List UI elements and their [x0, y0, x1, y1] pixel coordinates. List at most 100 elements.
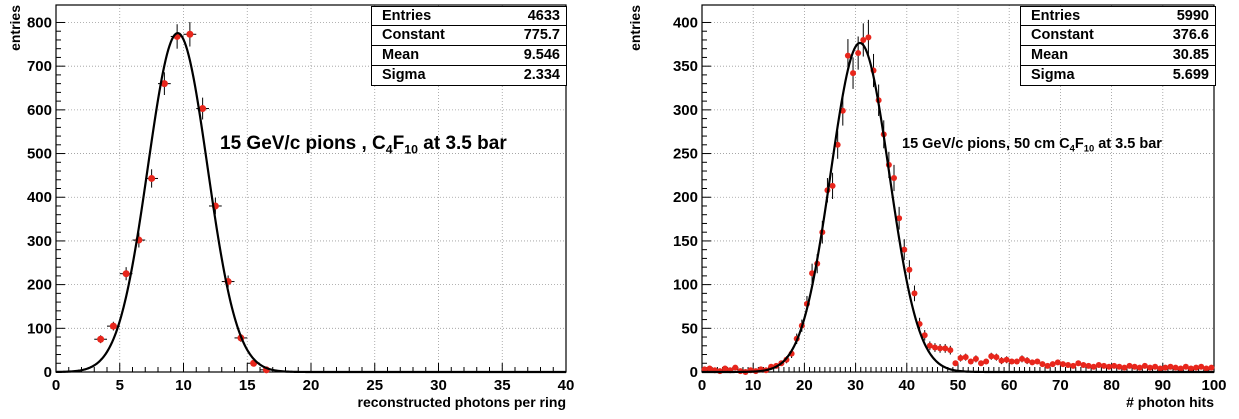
x-tick-label: 50: [950, 377, 967, 394]
data-point: [911, 285, 918, 302]
marker: [1106, 363, 1113, 370]
x-axis-title: reconstructed photons per ring: [358, 394, 566, 410]
stats-value: 5990: [1176, 8, 1209, 24]
data-point: [972, 355, 979, 363]
marker: [1116, 363, 1123, 370]
marker: [722, 365, 729, 372]
marker: [1187, 365, 1194, 372]
marker: [855, 50, 862, 57]
data-point: [1100, 362, 1107, 369]
stats-value: 2.334: [523, 67, 560, 83]
left-histogram-panel: 0 5 10 15 20 25 30 35 40 0 100 200 300 400 500 600 700 80…: [0, 0, 620, 414]
x-tick-label: 40: [898, 377, 915, 394]
marker: [1136, 364, 1143, 371]
marker: [199, 105, 207, 113]
marker: [1198, 363, 1205, 370]
marker: [921, 332, 928, 339]
left-plot-annotation: 15 GeV/c pions , C4F10 at 3.5 bar: [220, 133, 507, 157]
data-point: [1167, 363, 1174, 370]
data-point: [1116, 363, 1123, 370]
marker: [829, 182, 836, 189]
data-point: [183, 22, 197, 47]
data-point: [1039, 361, 1046, 368]
data-point: [952, 360, 959, 367]
data-point: [926, 341, 933, 351]
marker: [926, 342, 933, 349]
y-tick-label: 200: [673, 189, 698, 206]
y-axis-title: entries: [7, 5, 23, 51]
marker: [148, 174, 156, 182]
stats-row-constant: Constant 376.6: [1021, 26, 1215, 46]
y-tick-label: 100: [27, 320, 52, 337]
marker: [1013, 358, 1020, 365]
data-point: [94, 335, 107, 344]
marker: [1157, 365, 1164, 372]
marker: [993, 354, 1000, 361]
data-point: [1085, 362, 1092, 369]
stats-row-sigma: Sigma 2.334: [372, 66, 566, 85]
x-axis-title: # photon hits: [1126, 394, 1214, 410]
marker: [850, 70, 857, 77]
data-point: [1198, 363, 1205, 370]
data-point: [1049, 361, 1056, 368]
data-point: [1019, 355, 1025, 363]
marker: [983, 358, 990, 365]
marker: [1152, 363, 1159, 370]
y-tick-label: 400: [27, 189, 52, 206]
marker: [186, 30, 194, 38]
marker: [952, 360, 959, 367]
left-stats-box: Entries 4633 Constant 775.7 Mean 9.546 S…: [371, 6, 567, 86]
stats-value: 775.7: [523, 27, 560, 43]
marker: [1054, 359, 1061, 366]
data-point: [209, 197, 222, 215]
marker: [97, 335, 105, 343]
y-tick-label: 500: [27, 146, 52, 163]
marker: [1039, 361, 1046, 368]
marker: [732, 364, 739, 371]
marker: [1044, 362, 1051, 369]
marker: [906, 266, 913, 273]
x-tick-label: 35: [494, 377, 511, 394]
data-point: [1044, 362, 1051, 369]
grid: [56, 5, 566, 372]
data-point: [1203, 365, 1210, 372]
data-point: [1095, 362, 1102, 369]
marker: [942, 345, 949, 352]
right-stats-box: Entries 5990 Constant 376.6 Mean 30.85 S…: [1020, 6, 1216, 86]
y-tick-label: 0: [690, 364, 698, 381]
data-point: [829, 172, 836, 199]
data-point: [1034, 358, 1041, 365]
y-tick-label: 350: [673, 58, 698, 75]
y-tick-label: 400: [673, 14, 698, 31]
stats-label: Constant: [1031, 27, 1094, 43]
data-point: [132, 232, 146, 248]
gaussian-fit-curve: [702, 41, 1214, 374]
data-point: [855, 36, 862, 70]
x-tick-label: 5: [116, 377, 124, 394]
stats-label: Entries: [1031, 8, 1081, 24]
x-tick-label: 25: [366, 377, 383, 394]
stats-value: 9.546: [523, 47, 560, 63]
data-point: [891, 164, 897, 192]
marker: [1203, 365, 1210, 372]
data-point: [1177, 365, 1184, 372]
marker: [122, 270, 130, 278]
x-tick-label: 90: [1154, 377, 1171, 394]
marker: [834, 141, 841, 148]
stats-row-constant: Constant 775.7: [372, 26, 566, 46]
stats-label: Mean: [382, 47, 420, 63]
axis-ticks: 0 5 10 15 20 25 30 35 40010020030040050060070080…: [27, 14, 574, 394]
data-point: [158, 72, 171, 96]
y-tick-label: 150: [673, 233, 698, 250]
x-tick-label: 10: [745, 377, 762, 394]
data-point: [947, 345, 954, 355]
y-tick-label: 800: [27, 14, 52, 31]
marker: [972, 355, 979, 362]
marker: [1100, 362, 1107, 369]
marker: [1182, 363, 1189, 370]
data-point: [967, 358, 974, 365]
data-point: [1090, 363, 1097, 370]
data-point: [701, 366, 708, 373]
marker: [1080, 362, 1087, 369]
data-point: [931, 343, 938, 352]
